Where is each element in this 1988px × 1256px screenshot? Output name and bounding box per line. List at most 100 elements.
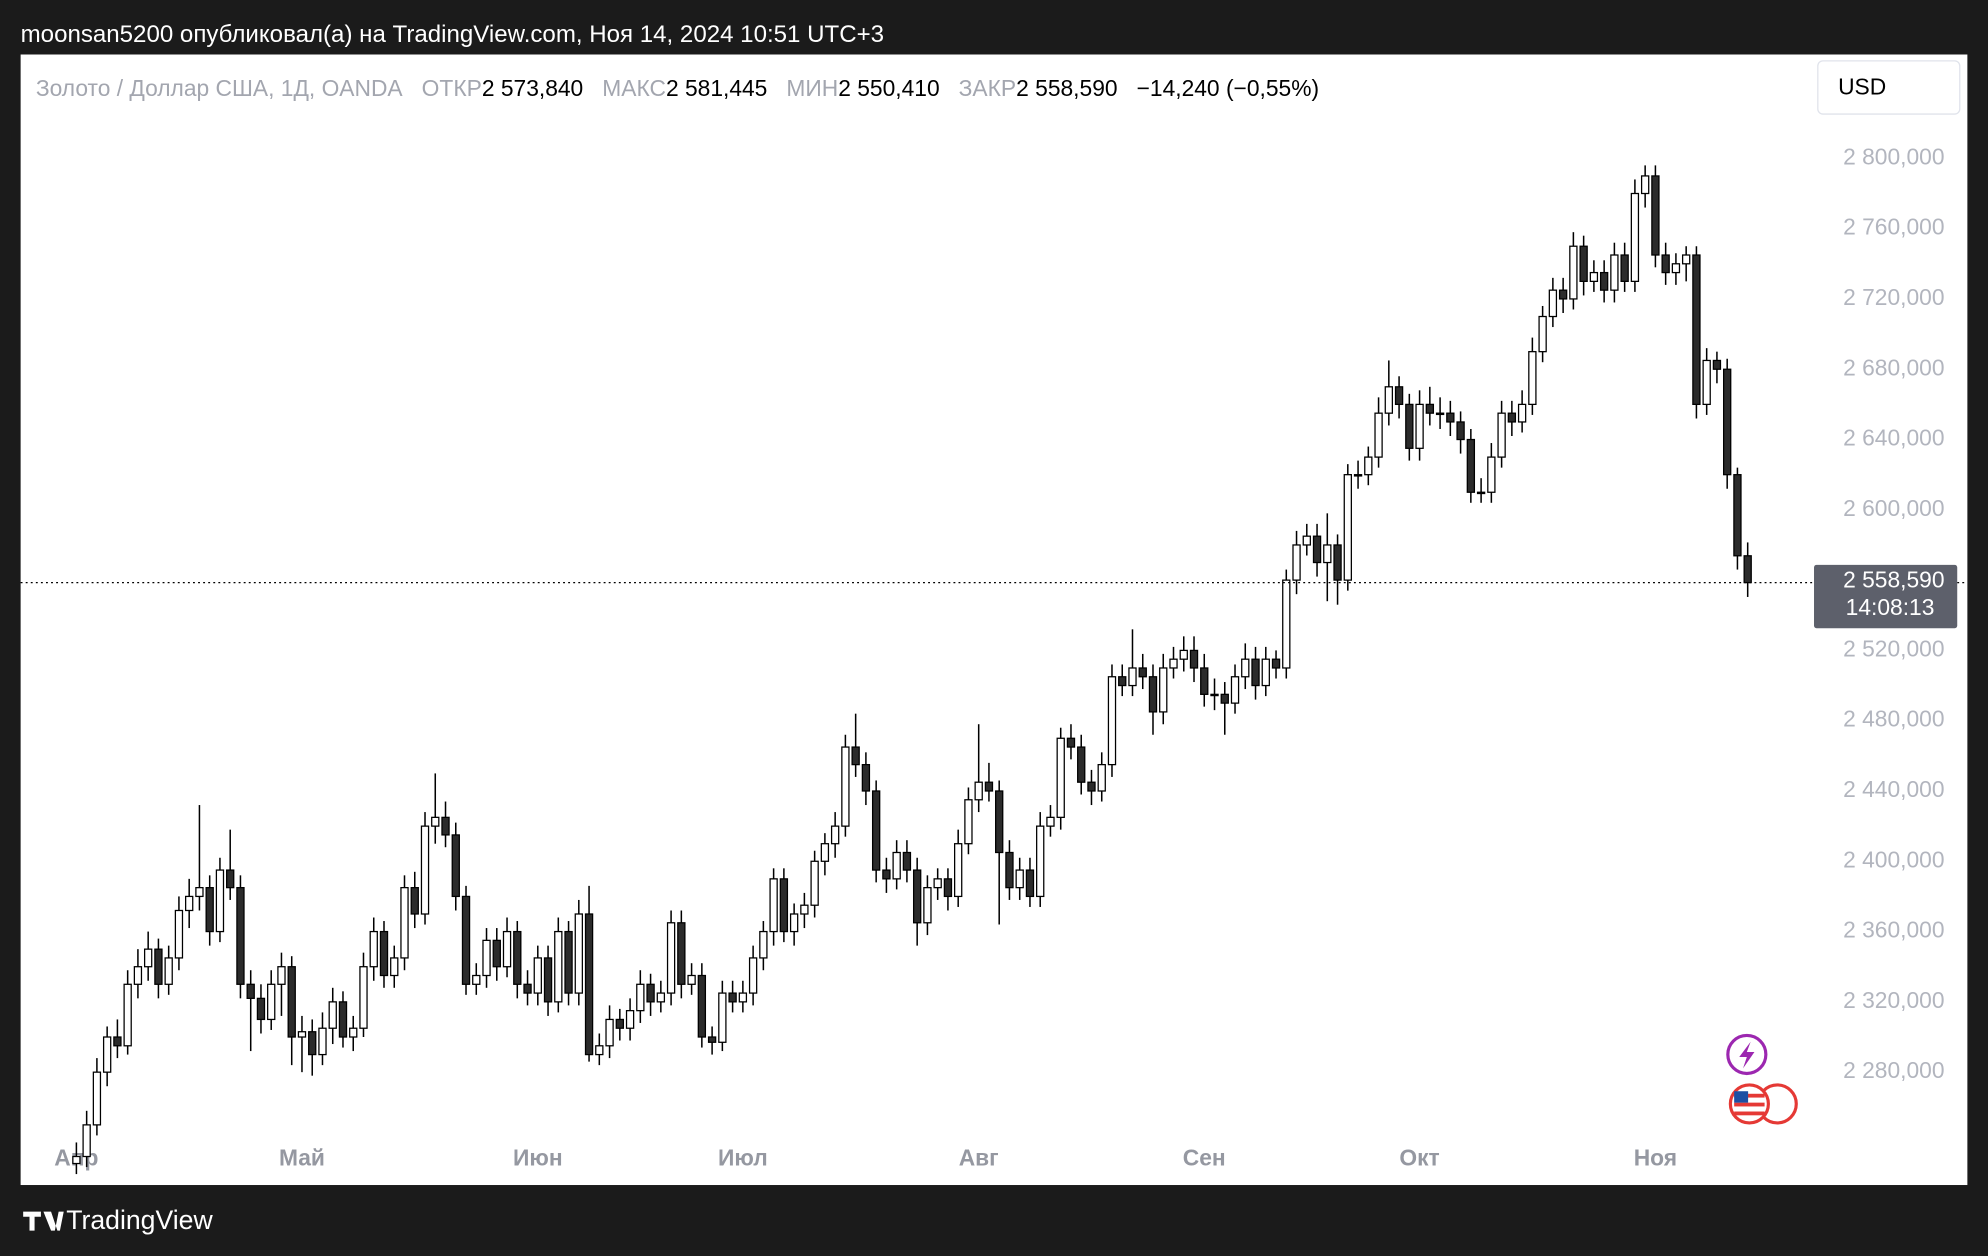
candle-body (800, 904, 809, 915)
candle-body (256, 997, 266, 1021)
candle-body (1179, 649, 1188, 660)
candle-body (441, 816, 450, 836)
y-tick-label: 2 480,000 (1843, 706, 1944, 732)
candle-body (431, 816, 440, 827)
y-tick-label: 2 760,000 (1843, 214, 1944, 240)
y-tick-label: 2 320,000 (1843, 987, 1944, 1013)
close-label: ЗАКР (959, 75, 1016, 101)
candle-body (697, 974, 707, 1038)
y-tick-label: 2 400,000 (1843, 846, 1944, 872)
candle-body (1210, 693, 1219, 697)
x-tick-label: Сен (1183, 1145, 1226, 1171)
candle-body (1599, 271, 1609, 291)
candle-body (841, 746, 850, 827)
candle-body (92, 1071, 102, 1126)
plot: 2 280,000 2 320,000 2 360,000 2 400,000 2 44… (20, 143, 1968, 1175)
y-tick-label: 2 280,000 (1843, 1057, 1944, 1083)
candle-body (1333, 544, 1342, 581)
candle-body (1558, 289, 1568, 300)
y-tick-label: 2 680,000 (1843, 354, 1944, 380)
candle-body (1292, 544, 1301, 581)
candle-body (666, 922, 676, 994)
candle-body (1077, 746, 1086, 783)
candle-body (297, 1031, 307, 1038)
candle-body (1651, 175, 1660, 256)
candle-body (523, 983, 532, 994)
candle-body (543, 957, 553, 1003)
candle-body (1200, 667, 1209, 695)
candle-body (656, 992, 666, 1003)
candle-body (707, 1036, 717, 1043)
flag-stripe (1734, 1111, 1765, 1116)
candle-body (215, 869, 225, 933)
candle-body (1712, 359, 1722, 370)
candle-body (72, 1155, 81, 1165)
candle-body (420, 825, 430, 915)
candle-body (923, 887, 932, 924)
candle-body (1066, 737, 1076, 748)
candle-body (308, 1031, 317, 1056)
candle-body (451, 834, 460, 898)
candle-body (615, 1018, 625, 1029)
candle-body (1466, 438, 1476, 493)
candle-body (738, 992, 748, 1003)
candle-body (1169, 658, 1178, 669)
symbol: Золото / Доллар США, 1Д, OANDA (36, 75, 404, 101)
candle-body (769, 878, 778, 933)
candle-body (1702, 359, 1711, 406)
y-tick-label: 2 520,000 (1843, 635, 1944, 661)
currency[interactable]: USD (1838, 74, 1886, 100)
candle-body (1271, 658, 1281, 669)
candle-body (943, 878, 953, 898)
candle-body (195, 887, 204, 898)
y-tick-label: 2 640,000 (1843, 425, 1944, 451)
candle-body (1025, 869, 1035, 898)
candle-body (1159, 667, 1168, 713)
candle-body (1005, 851, 1014, 889)
candle-body (1528, 351, 1537, 406)
candle-body (472, 974, 481, 985)
candle-body (1610, 254, 1619, 291)
open-label: ОТКР (422, 75, 482, 101)
x-tick-label: Май (279, 1145, 325, 1171)
candle-body (1620, 254, 1629, 283)
candle-body (492, 939, 501, 968)
high-value: 2 581,445 (666, 75, 767, 101)
candle-body (174, 909, 184, 959)
x-tick-label: Окт (1399, 1145, 1439, 1171)
price-label: 2 558,590 (1843, 566, 1944, 592)
candle-body (1589, 271, 1599, 283)
x-tick-label: Ноя (1634, 1145, 1677, 1171)
candle-body (1189, 649, 1199, 669)
candle-body (226, 869, 235, 889)
candle-body (1087, 781, 1096, 792)
candle-body (338, 1001, 348, 1038)
candle-body (1425, 403, 1435, 414)
currency-button[interactable] (1817, 60, 1961, 115)
candle-body (205, 887, 214, 933)
candle-body (574, 913, 583, 994)
candle-body (964, 799, 973, 845)
candle-body (113, 1036, 122, 1047)
candle-body (410, 887, 419, 915)
candle-body (1384, 386, 1394, 414)
candle-body (1476, 491, 1486, 495)
candle-body (789, 913, 799, 933)
candle-body (1733, 474, 1742, 557)
candle-body (185, 895, 194, 912)
candle-body (277, 966, 286, 985)
candle-body (1343, 474, 1352, 581)
candle-body (882, 869, 891, 880)
candle-body (1446, 412, 1455, 423)
y-tick-label: 2 800,000 (1843, 143, 1944, 169)
candle-body (605, 1018, 614, 1047)
candle-body (236, 887, 245, 985)
candle-body (1302, 535, 1311, 546)
candle-body (1015, 869, 1024, 889)
candle-body (390, 957, 399, 977)
candle-body (349, 1027, 358, 1038)
candle-body (810, 860, 819, 906)
candle-body (1640, 175, 1650, 195)
candle-body (892, 851, 901, 880)
candle-body (1128, 667, 1137, 687)
